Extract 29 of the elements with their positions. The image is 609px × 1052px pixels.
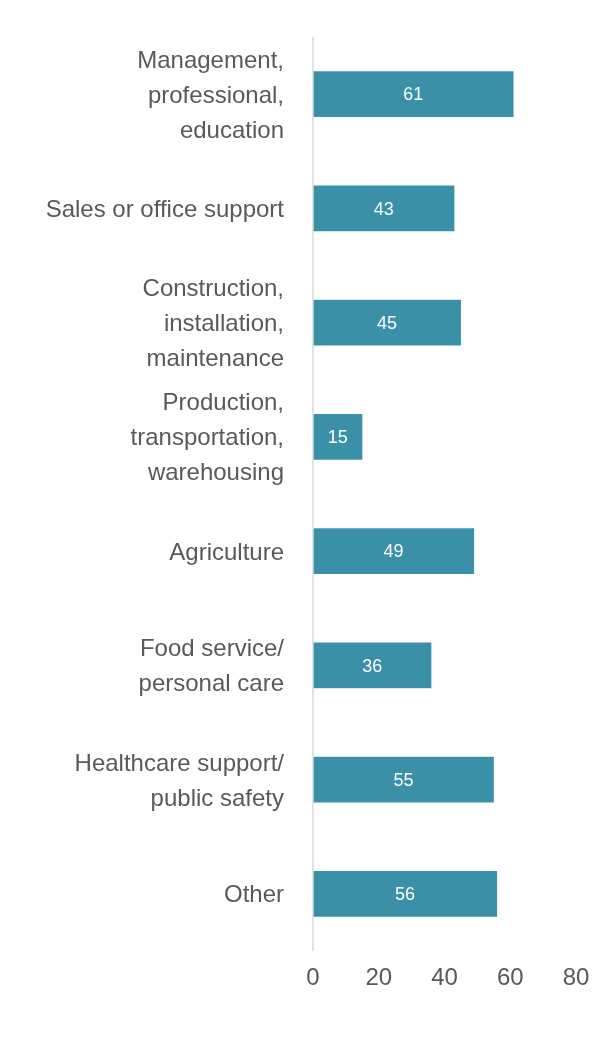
y-tick-label: Construction, installation, maintenance [142, 274, 284, 372]
y-tick-label: Management, professional, education [137, 45, 284, 143]
bar [313, 528, 475, 574]
bar [313, 299, 461, 346]
data-label: 43 [373, 198, 394, 219]
bar [313, 756, 494, 803]
data-label: 15 [327, 427, 348, 448]
bar [313, 185, 455, 232]
bar [313, 71, 514, 117]
data-label: 55 [393, 769, 414, 790]
data-label: 56 [395, 884, 416, 905]
x-tick-label: 0 [306, 963, 320, 990]
data-label: 61 [403, 84, 424, 105]
x-tick-label: 20 [365, 963, 393, 990]
x-tick-label: 80 [562, 963, 590, 990]
bar [313, 414, 363, 460]
y-tick-label: Production, transportation, warehousing [130, 388, 284, 486]
bar [313, 871, 498, 917]
y-tick-label: Other [223, 880, 284, 908]
data-label: 49 [383, 541, 404, 562]
data-label: 36 [362, 655, 383, 676]
bar [313, 642, 432, 689]
x-tick-label: 40 [431, 963, 458, 990]
y-tick-label: Sales or office support [45, 194, 285, 222]
y-tick-label: Healthcare support/ public safety [74, 748, 285, 811]
y-tick-label: Agriculture [169, 537, 284, 565]
x-tick-label: 60 [496, 963, 524, 990]
y-tick-label: Food service/ personal care [138, 634, 285, 697]
data-label: 45 [376, 312, 397, 333]
